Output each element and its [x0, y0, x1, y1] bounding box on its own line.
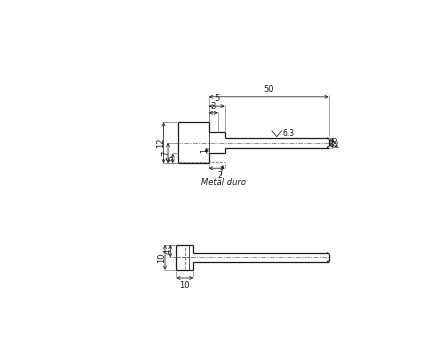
Text: js5: js5 [335, 140, 340, 148]
Text: 5: 5 [214, 94, 219, 103]
Text: 7: 7 [161, 151, 170, 156]
Text: 10: 10 [180, 281, 190, 290]
Text: 4: 4 [163, 248, 172, 254]
Text: 10: 10 [157, 252, 166, 263]
Text: 6.3: 6.3 [283, 129, 295, 138]
Text: 6: 6 [166, 156, 175, 161]
Text: 2: 2 [217, 171, 222, 180]
Text: 50: 50 [263, 85, 274, 94]
Text: Ø6: Ø6 [331, 136, 340, 147]
Text: 1: 1 [200, 148, 209, 153]
Text: Metal duro: Metal duro [201, 178, 246, 187]
Text: 3: 3 [211, 102, 216, 111]
Text: 12: 12 [156, 137, 165, 148]
